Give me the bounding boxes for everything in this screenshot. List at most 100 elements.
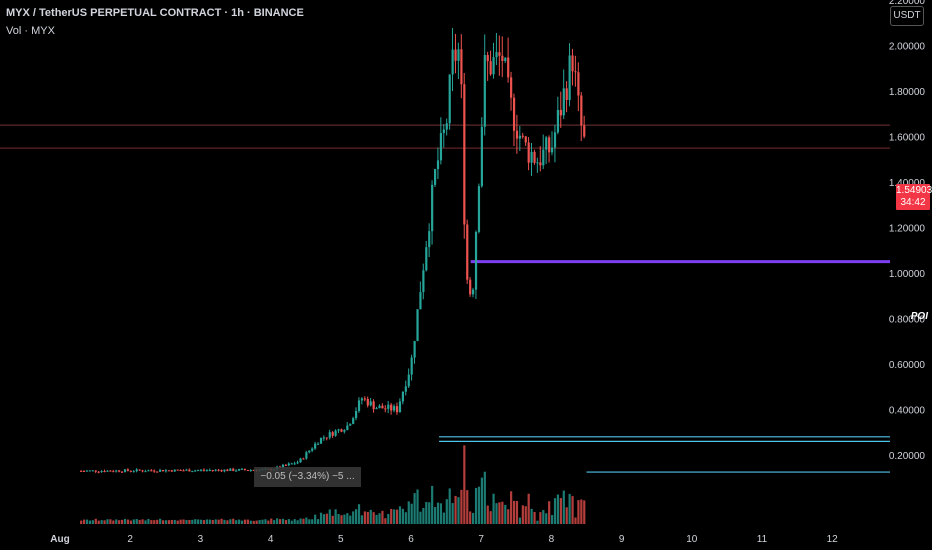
poi-label: POI	[910, 311, 928, 322]
volume-bar	[504, 504, 507, 524]
y-tick-label: 2.20000	[889, 0, 926, 7]
candle-body	[343, 430, 346, 432]
candle-body	[550, 147, 554, 153]
volume-bar	[524, 506, 527, 524]
volume-bar	[240, 520, 244, 524]
candle-body	[325, 437, 328, 439]
candle-body	[123, 469, 127, 472]
candle-body	[521, 135, 524, 137]
volume-bar	[425, 502, 428, 524]
candle-body	[284, 464, 288, 466]
volume-bar	[103, 520, 106, 524]
candle-body	[378, 405, 381, 409]
candle-body	[533, 151, 536, 163]
bar-countdown: 34:42	[900, 197, 926, 208]
volume-bar	[451, 503, 454, 524]
volume-bar	[457, 497, 460, 524]
candle-body	[252, 470, 255, 472]
volume-bar	[340, 515, 343, 524]
volume-bar	[156, 519, 159, 524]
volume-bar	[80, 520, 83, 524]
candle-body	[293, 463, 296, 465]
volume-bar	[208, 519, 211, 524]
candle-body	[472, 289, 475, 295]
candle-body	[199, 469, 203, 471]
volume-bar	[527, 493, 530, 524]
volume-bar	[129, 520, 132, 524]
volume-bar	[580, 499, 583, 524]
volume-bar	[448, 488, 451, 524]
volume-bar	[378, 513, 381, 524]
candle-body	[442, 129, 445, 134]
x-tick-label: 5	[338, 534, 344, 545]
volume-bar	[542, 510, 545, 524]
currency-button[interactable]: USDT	[890, 6, 924, 26]
candle-body	[308, 450, 311, 453]
x-tick-label: Aug	[50, 534, 69, 545]
volume-bar	[431, 485, 434, 524]
volume-bar	[545, 513, 548, 524]
volume-bar	[577, 500, 580, 524]
candle-body	[238, 469, 241, 471]
candle-body	[425, 247, 428, 271]
volume-bar	[109, 519, 112, 524]
volume-bar	[135, 519, 138, 524]
volume-bar	[115, 519, 118, 524]
volume-bar	[211, 519, 214, 524]
y-tick-label: 2.00000	[889, 42, 926, 53]
volume-bar	[121, 519, 124, 524]
volume-bar	[334, 509, 337, 524]
candle-body	[106, 470, 109, 472]
volume-bar	[164, 520, 168, 524]
candle-body	[340, 429, 343, 432]
candle-body	[384, 408, 387, 410]
volume-bar	[106, 519, 109, 524]
volume-bar	[510, 491, 513, 524]
candle-body	[398, 401, 402, 413]
volume-bar	[185, 520, 188, 524]
candle-body	[512, 97, 516, 131]
candle-body	[477, 186, 481, 232]
volume-bar	[278, 519, 282, 524]
volume-bar	[562, 490, 565, 524]
volume-bar	[235, 520, 238, 524]
volume-bar	[176, 520, 179, 524]
candle-body	[109, 470, 112, 472]
volume-bar	[539, 512, 542, 524]
volume-bar	[238, 519, 241, 524]
volume-bar	[521, 505, 524, 524]
volume-bar	[384, 518, 387, 524]
candle-body	[515, 130, 519, 139]
x-tick-label: 3	[198, 534, 204, 545]
volume-bar	[252, 520, 255, 524]
volume-bar	[483, 471, 486, 524]
candle-body	[393, 406, 396, 411]
candle-body	[235, 470, 238, 472]
candle-body	[583, 125, 586, 137]
candle-body	[302, 458, 305, 460]
candle-body	[404, 386, 407, 392]
volume-bar	[314, 514, 317, 524]
candle-body	[296, 462, 299, 464]
candle-body	[466, 224, 469, 280]
volume-bar	[159, 518, 162, 524]
volume-bar	[205, 519, 209, 524]
last-price-value: 1.54903	[896, 185, 932, 196]
volume-bar	[553, 498, 557, 524]
volume-bar	[466, 490, 469, 524]
candle-body	[580, 95, 583, 126]
last-price-tag: 1.54903 34:42	[896, 184, 932, 210]
volume-bar	[100, 520, 103, 524]
volume-bar	[550, 515, 554, 524]
candle-body	[314, 443, 317, 449]
y-tick-label: 1.00000	[889, 269, 926, 280]
volume-bar	[472, 512, 475, 524]
candle-body	[147, 470, 150, 472]
candle-body	[167, 470, 171, 472]
volume-bar	[287, 519, 290, 524]
x-tick-label: 12	[827, 534, 839, 545]
volume-bar	[407, 501, 410, 524]
candle-body	[381, 405, 384, 409]
candle-body	[97, 471, 100, 473]
